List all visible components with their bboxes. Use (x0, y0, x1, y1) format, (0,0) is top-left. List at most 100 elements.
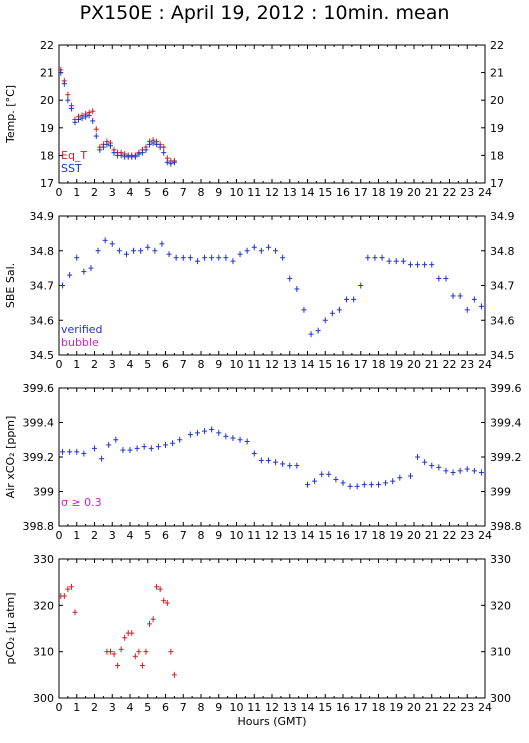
x-tick-label: 19 (389, 358, 403, 371)
x-tick-label: 3 (109, 701, 116, 714)
x-tick-label: 8 (198, 529, 205, 542)
y-tick-label-right: 399.6 (490, 382, 522, 395)
x-tick-label: 16 (336, 186, 350, 199)
y-axis-label: Air xCO₂ [ppm] (4, 416, 17, 499)
x-tick-label: 24 (478, 529, 492, 542)
y-tick-label-left: 18 (40, 149, 54, 162)
x-tick-label: 2 (91, 358, 98, 371)
y-tick-label-right: 399.2 (490, 451, 522, 464)
x-tick-label: 11 (247, 186, 261, 199)
x-tick-label: 1 (73, 358, 80, 371)
x-tick-label: 5 (144, 701, 151, 714)
panel-frame-4 (58, 558, 486, 699)
y-tick-label-right: 300 (490, 692, 511, 705)
y-tick-label-right: 320 (490, 599, 511, 612)
x-tick-label: 22 (443, 529, 457, 542)
x-tick-label: 5 (144, 529, 151, 542)
x-tick-label: 9 (215, 358, 222, 371)
x-tick-label: 12 (265, 186, 279, 199)
y-tick-label-right: 34.5 (490, 349, 515, 362)
y-tick-label-right: 34.6 (490, 314, 515, 327)
x-tick-label: 8 (198, 701, 205, 714)
y-tick-label-right: 22 (490, 39, 504, 52)
x-tick-label: 23 (460, 186, 474, 199)
y-tick-label-right: 20 (490, 94, 504, 107)
x-tick-label: 18 (372, 358, 386, 371)
x-tick-label: 2 (91, 701, 98, 714)
x-tick-label: 23 (460, 358, 474, 371)
x-tick-label: 17 (354, 529, 368, 542)
x-tick-label: 10 (230, 358, 244, 371)
y-tick-label-left: 398.8 (23, 520, 55, 533)
x-tick-label: 4 (127, 529, 134, 542)
x-tick-label: 17 (354, 358, 368, 371)
x-tick-label: 21 (425, 186, 439, 199)
y-tick-label-right: 398.8 (490, 520, 522, 533)
y-tick-label-left: 34.7 (30, 280, 55, 293)
x-tick-label: 3 (109, 186, 116, 199)
x-tick-label: 3 (109, 358, 116, 371)
y-tick-label-left: 399.2 (23, 451, 55, 464)
x-tick-label: 16 (336, 358, 350, 371)
y-tick-label-left: 34.5 (30, 349, 55, 362)
x-tick-label: 8 (198, 186, 205, 199)
y-tick-label-right: 330 (490, 553, 511, 566)
x-tick-label: 0 (56, 358, 63, 371)
legend-entry: bubble (61, 336, 99, 349)
x-tick-label: 1 (73, 701, 80, 714)
x-tick-label: 0 (56, 701, 63, 714)
x-tick-label: 15 (318, 701, 332, 714)
figure-title: PX150E : April 19, 2012 : 10min. mean (79, 2, 450, 24)
x-tick-label: 10 (230, 529, 244, 542)
x-tick-label: 13 (283, 701, 297, 714)
x-tick-label: 5 (144, 186, 151, 199)
x-tick-label: 6 (162, 186, 169, 199)
x-tick-label: 11 (247, 701, 261, 714)
x-tick-label: 24 (478, 186, 492, 199)
legend-entry: SST (61, 162, 82, 175)
panel-frame-1 (58, 44, 486, 184)
y-axis-label: Temp. [°C] (4, 85, 17, 144)
x-axis-label: Hours (GMT) (237, 715, 306, 728)
y-tick-label-left: 21 (40, 67, 54, 80)
y-tick-label-left: 22 (40, 39, 54, 52)
x-tick-label: 21 (425, 701, 439, 714)
x-tick-label: 22 (443, 701, 457, 714)
x-tick-label: 20 (407, 701, 421, 714)
x-tick-label: 14 (301, 186, 315, 199)
x-tick-label: 21 (425, 529, 439, 542)
y-tick-label-right: 17 (490, 177, 504, 190)
annotation: σ ≥ 0.3 (61, 496, 102, 509)
x-tick-label: 11 (247, 358, 261, 371)
x-tick-label: 4 (127, 358, 134, 371)
x-tick-label: 18 (372, 701, 386, 714)
x-tick-label: 6 (162, 529, 169, 542)
x-tick-label: 7 (180, 701, 187, 714)
x-tick-label: 23 (460, 701, 474, 714)
x-tick-label: 16 (336, 701, 350, 714)
y-tick-label-left: 34.8 (30, 245, 55, 258)
x-tick-label: 24 (478, 701, 492, 714)
x-tick-label: 1 (73, 186, 80, 199)
y-tick-label-right: 18 (490, 149, 504, 162)
legend-entry: verified (61, 323, 103, 336)
x-tick-label: 15 (318, 186, 332, 199)
x-tick-label: 20 (407, 186, 421, 199)
y-tick-label-left: 320 (33, 599, 54, 612)
x-tick-label: 12 (265, 701, 279, 714)
panel-frame-3 (58, 387, 486, 527)
y-axis-label: SBE Sal. (4, 263, 17, 308)
x-tick-label: 19 (389, 186, 403, 199)
x-tick-label: 12 (265, 358, 279, 371)
panel-frame-2 (58, 215, 486, 356)
y-tick-label-left: 399.6 (23, 382, 55, 395)
x-tick-label: 23 (460, 529, 474, 542)
y-tick-label-right: 310 (490, 646, 511, 659)
x-tick-label: 15 (318, 358, 332, 371)
x-tick-label: 4 (127, 186, 134, 199)
x-tick-label: 20 (407, 529, 421, 542)
y-tick-label-left: 300 (33, 692, 54, 705)
x-tick-label: 16 (336, 529, 350, 542)
x-tick-label: 7 (180, 186, 187, 199)
